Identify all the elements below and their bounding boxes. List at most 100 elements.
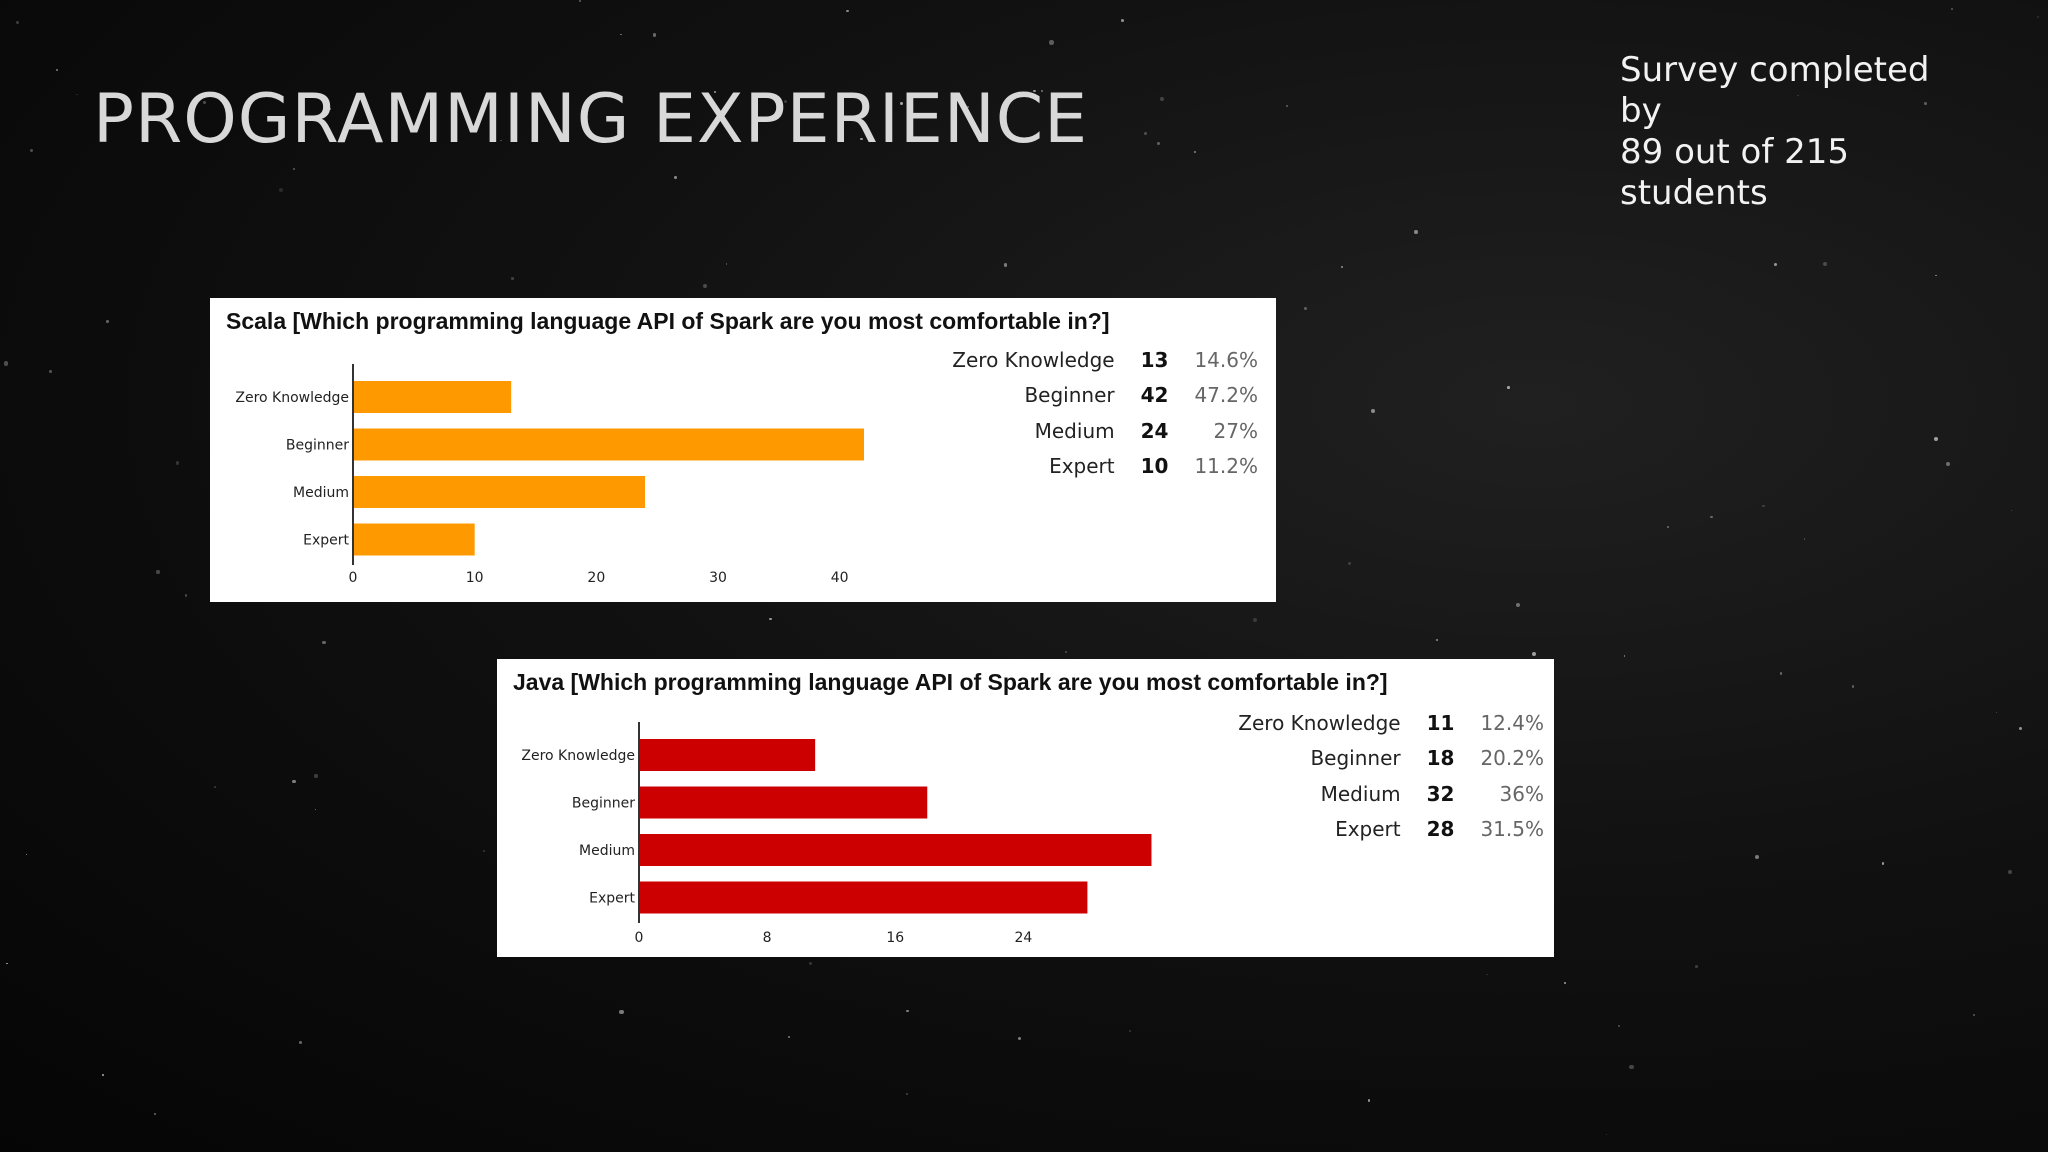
star-dot bbox=[1710, 515, 1713, 519]
star-dot bbox=[106, 319, 109, 323]
star-dot bbox=[500, 139, 502, 141]
stats-count: 24 bbox=[1140, 418, 1169, 443]
star-dot bbox=[899, 102, 903, 106]
scala-chart-panel: Scala [Which programming language API of… bbox=[210, 298, 1276, 602]
star-dot bbox=[1253, 618, 1257, 622]
star-dot bbox=[213, 786, 216, 789]
star-dot bbox=[1951, 8, 1954, 10]
stats-percent: 12.4% bbox=[1480, 710, 1544, 735]
bar bbox=[354, 523, 475, 556]
star-dot bbox=[482, 850, 485, 852]
star-dot bbox=[1144, 132, 1147, 135]
star-dot bbox=[1033, 89, 1036, 93]
star-dot bbox=[1822, 261, 1828, 267]
bar bbox=[640, 834, 1152, 866]
star-dot bbox=[184, 594, 187, 597]
star-dot bbox=[1762, 504, 1765, 508]
x-tick-label: 30 bbox=[709, 570, 727, 586]
stats-count: 10 bbox=[1140, 454, 1169, 479]
star-dot bbox=[322, 641, 326, 645]
star-dot bbox=[202, 100, 206, 105]
star-dot bbox=[1120, 19, 1124, 22]
scala-bar-chart: 0 10 20 30 40 Zero Knowledge Beginner Medium Exp… bbox=[235, 364, 864, 586]
star-dot bbox=[1303, 306, 1308, 311]
x-tick-label: 40 bbox=[831, 570, 849, 586]
star-dot bbox=[314, 774, 318, 778]
star-dot bbox=[1972, 1013, 1976, 1017]
star-dot bbox=[1933, 437, 1938, 442]
star-dot bbox=[6, 962, 8, 965]
star-dot bbox=[176, 461, 180, 465]
stats-count: 13 bbox=[1140, 347, 1169, 372]
x-tick-label: 10 bbox=[466, 570, 484, 586]
y-category-label: Expert bbox=[589, 891, 635, 907]
star-dot bbox=[787, 1036, 791, 1039]
star-dot bbox=[25, 853, 28, 856]
star-dot bbox=[769, 617, 773, 621]
stats-percent: 47.2% bbox=[1194, 383, 1258, 408]
stats-row: Beginner 42 47.2% bbox=[952, 378, 1258, 414]
star-dot bbox=[967, 105, 970, 108]
star-dot bbox=[2010, 509, 2013, 512]
star-dot bbox=[1797, 94, 1799, 97]
star-dot bbox=[329, 108, 331, 110]
y-category-label: Beginner bbox=[286, 438, 349, 454]
star-dot bbox=[669, 116, 671, 119]
slide-title: PROGRAMMING EXPERIENCE bbox=[93, 80, 1089, 159]
scala-chart-title: Scala [Which programming language API of… bbox=[226, 308, 1110, 334]
y-category-label: Zero Knowledge bbox=[235, 390, 349, 406]
star-dot bbox=[1348, 562, 1352, 566]
star-dot bbox=[1623, 655, 1626, 657]
x-tick-label: 8 bbox=[763, 930, 772, 946]
stats-count: 11 bbox=[1426, 710, 1455, 735]
star-dot bbox=[1851, 685, 1854, 688]
star-dot bbox=[102, 1074, 104, 1076]
star-dot bbox=[1341, 266, 1344, 268]
star-dot bbox=[278, 188, 283, 193]
star-dot bbox=[511, 277, 514, 280]
stats-row: Zero Knowledge 13 14.6% bbox=[952, 342, 1258, 378]
star-dot bbox=[725, 263, 727, 265]
star-dot bbox=[1064, 651, 1067, 654]
star-dot bbox=[1779, 672, 1783, 675]
stats-percent: 36% bbox=[1499, 781, 1544, 806]
star-dot bbox=[714, 91, 717, 94]
star-dot bbox=[1803, 538, 1806, 541]
java-chart-panel: Java [Which programming language API of … bbox=[497, 659, 1554, 957]
stats-count: 32 bbox=[1426, 781, 1455, 806]
bar bbox=[354, 381, 512, 413]
star-dot bbox=[15, 20, 20, 25]
java-stats-table: Zero Knowledge 11 12.4% Beginner 18 20.2… bbox=[1238, 705, 1544, 847]
star-dot bbox=[293, 168, 295, 170]
star-dot bbox=[2019, 726, 2023, 730]
bar bbox=[640, 786, 928, 819]
star-dot bbox=[1049, 40, 1054, 45]
x-tick-label: 20 bbox=[587, 570, 605, 586]
stats-count: 28 bbox=[1426, 817, 1455, 842]
x-tick-label: 24 bbox=[1014, 930, 1032, 946]
bar bbox=[640, 739, 816, 771]
star-dot bbox=[845, 9, 849, 13]
star-dot bbox=[1618, 1025, 1620, 1027]
star-dot bbox=[1532, 652, 1537, 657]
star-dot bbox=[1486, 973, 1488, 976]
stats-row: Medium 32 36% bbox=[1238, 776, 1544, 812]
y-category-label: Medium bbox=[579, 843, 635, 859]
star-dot bbox=[1286, 104, 1289, 107]
star-dot bbox=[56, 69, 59, 72]
star-dot bbox=[1156, 141, 1160, 145]
star-dot bbox=[3, 361, 9, 366]
star-dot bbox=[905, 1009, 909, 1013]
star-dot bbox=[1773, 262, 1778, 267]
star-dot bbox=[298, 1040, 302, 1045]
star-dot bbox=[1935, 274, 1938, 277]
stats-count: 42 bbox=[1140, 383, 1169, 408]
x-tick-label: 0 bbox=[635, 930, 644, 946]
star-dot bbox=[1629, 1064, 1634, 1069]
stats-label: Zero Knowledge bbox=[952, 347, 1115, 372]
survey-note-line-1: Survey completed by bbox=[1620, 50, 1930, 131]
star-dot bbox=[1370, 408, 1375, 413]
star-dot bbox=[2008, 869, 2013, 874]
x-tick-label: 0 bbox=[349, 570, 358, 586]
bar bbox=[640, 881, 1088, 914]
